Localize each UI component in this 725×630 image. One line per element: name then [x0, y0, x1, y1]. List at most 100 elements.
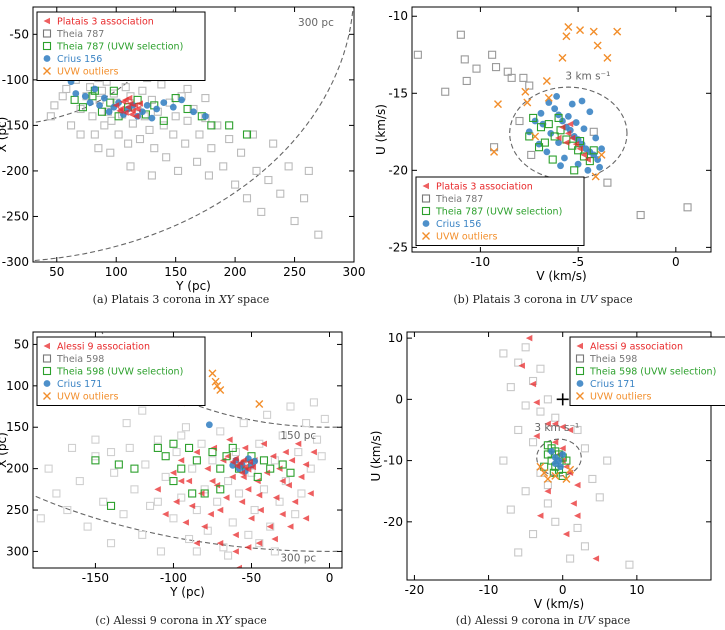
data-point: [223, 494, 230, 501]
y-tick-label: -10: [388, 9, 408, 23]
data-point: [533, 432, 540, 440]
data-point: [592, 134, 600, 142]
legend-entry: UVW outliers: [57, 67, 118, 78]
data-point: [320, 414, 329, 423]
data-point: [239, 419, 248, 428]
data-point: [257, 207, 266, 216]
data-point: [241, 463, 249, 471]
data-point: [116, 107, 123, 115]
data-point: [259, 456, 269, 465]
data-point: [36, 514, 45, 523]
data-point: [219, 457, 227, 464]
data-point: [564, 23, 573, 32]
data-point: [525, 132, 534, 141]
data-point: [183, 116, 192, 125]
data-point: [172, 448, 181, 457]
data-point: [131, 102, 139, 109]
reference-circle: [33, 7, 354, 262]
data-point: [185, 477, 193, 485]
data-point: [138, 108, 146, 116]
data-point: [76, 104, 85, 114]
data-point: [78, 103, 87, 112]
data-point: [147, 171, 156, 180]
data-point: [232, 548, 239, 555]
x-tick-label: 100: [105, 265, 128, 279]
data-point: [244, 486, 252, 493]
data-point: [169, 130, 178, 139]
data-point: [576, 145, 584, 152]
data-point: [237, 459, 244, 467]
legend-entry: Crius 171: [590, 379, 635, 390]
y-tick-label: 300: [6, 544, 29, 558]
data-point: [46, 112, 55, 121]
data-point: [576, 137, 585, 146]
data-point: [124, 103, 132, 111]
legend-marker: [576, 392, 584, 400]
panel-c: 150 pc 300 pc -150 -100 -50 0 50 100 150 200 250 30…: [0, 331, 343, 599]
data-point: [242, 194, 252, 203]
data-point: [536, 462, 545, 471]
panel-b: 3 km s⁻¹ -10 -5 0 -10 -15 -20 -25 V (km/s) U (km/…: [374, 6, 712, 283]
data-point: [568, 100, 576, 108]
data-point: [566, 426, 574, 434]
data-point: [271, 535, 278, 543]
data-point: [122, 109, 129, 116]
x-tick-label: 250: [283, 265, 306, 279]
legend-entry: Alessi 9 association: [57, 342, 150, 353]
x-tick-label: -100: [160, 571, 187, 585]
data-point: [598, 145, 605, 153]
data-point: [269, 453, 277, 460]
data-point: [208, 369, 217, 378]
panel-d: 3 km s⁻¹ -20 -10 0 10 10 0 -10 -20 V (km/s) U (km/…: [369, 331, 725, 611]
data-point: [543, 481, 552, 490]
data-point: [147, 95, 156, 104]
data-point: [253, 472, 262, 481]
data-point: [216, 539, 224, 547]
data-point: [578, 97, 586, 105]
data-point: [192, 547, 201, 556]
data-point: [235, 564, 242, 568]
data-point: [91, 435, 100, 444]
data-point: [514, 358, 523, 367]
data-point: [244, 530, 253, 539]
data-point: [317, 452, 326, 461]
data-point: [306, 464, 315, 473]
data-point: [586, 108, 594, 116]
data-point: [568, 134, 576, 142]
y-tick-label: 200: [6, 462, 29, 476]
series-platais-3-association: [555, 120, 591, 163]
data-point: [201, 94, 210, 103]
x-tick-label: 150: [164, 265, 187, 279]
data-point: [557, 162, 564, 170]
data-point: [536, 407, 545, 416]
data-point: [536, 123, 546, 132]
data-point: [266, 523, 274, 530]
data-point: [105, 108, 113, 116]
data-point: [544, 120, 553, 129]
series-alessi-9-association-core-: [229, 455, 257, 476]
data-point: [183, 84, 192, 94]
x-tick-label: 50: [49, 265, 64, 279]
data-point: [259, 485, 269, 494]
data-point: [543, 474, 552, 483]
data-point: [302, 515, 310, 522]
series-theia-598: [499, 343, 634, 569]
data-point: [590, 151, 598, 159]
axes-frame: [32, 6, 355, 263]
legend-marker: [422, 232, 430, 240]
legend-marker: [421, 206, 431, 216]
data-point: [591, 172, 600, 181]
data-point: [216, 506, 224, 514]
reference-circle-label: 300 pc: [298, 17, 334, 29]
data-point: [257, 506, 264, 514]
data-point: [181, 139, 190, 148]
data-point: [276, 189, 285, 198]
x-tick-label: 300: [343, 265, 366, 279]
data-point: [540, 468, 549, 477]
data-point: [279, 510, 286, 518]
data-point: [593, 41, 602, 50]
axes-frame: [406, 331, 712, 581]
data-point: [597, 150, 606, 159]
legend-entry: Crius 156: [57, 54, 102, 65]
